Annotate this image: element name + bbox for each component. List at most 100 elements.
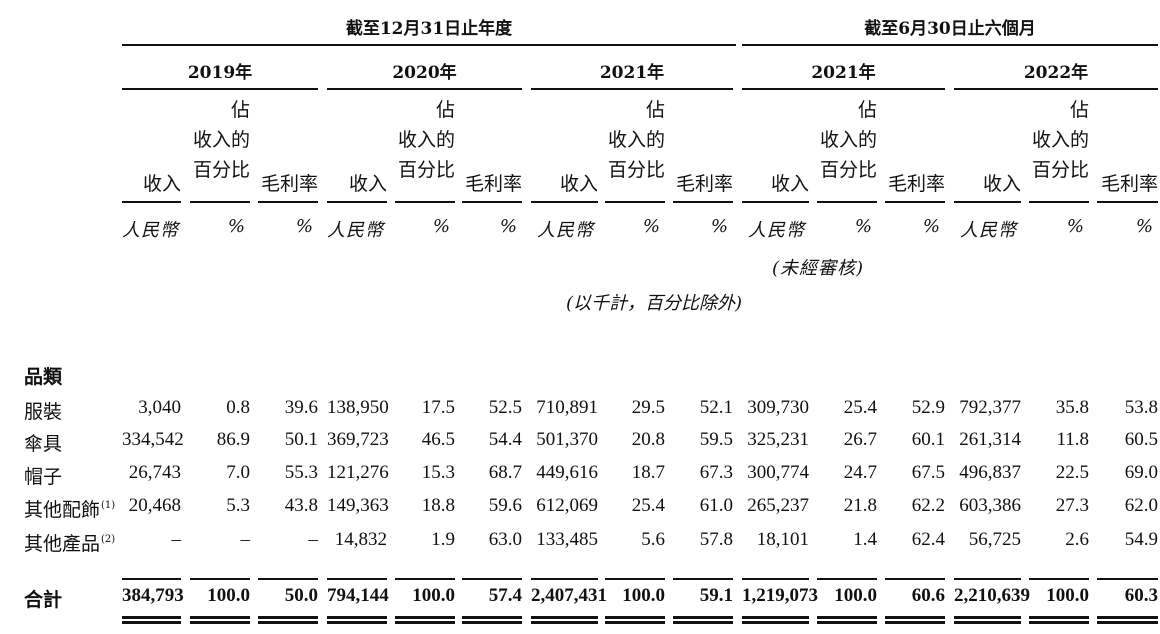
unit-percent: %: [1066, 216, 1085, 237]
table-cell: 334,542: [122, 429, 184, 450]
table-cell: 149,363: [327, 495, 389, 516]
table-cell: 20,468: [128, 495, 181, 516]
group-header-six-months: 截至6月30日止六個月: [864, 19, 1036, 39]
unit-percent: %: [922, 216, 941, 237]
col-header-line: 毛利率: [464, 173, 522, 195]
row-label-text: 其他配飾: [24, 499, 101, 521]
col-header-line: 佔: [435, 99, 455, 121]
table-cell: 20.8: [631, 429, 665, 450]
table-cell: 18,101: [756, 529, 809, 550]
column-rule: [258, 201, 318, 203]
table-cell: 121,276: [327, 462, 389, 483]
total-double-underline: [885, 616, 945, 624]
table-cell: 62.4: [911, 529, 945, 550]
col-header-line: 收入: [770, 173, 809, 195]
col-header-line: 百分比: [607, 159, 665, 181]
table-cell: 603,386: [959, 495, 1021, 516]
table-cell: 26,743: [128, 462, 181, 483]
total-label: 合計: [24, 589, 63, 611]
total-cell: 100.0: [622, 585, 665, 606]
group-rule-six-months: [742, 44, 1158, 46]
row-label-text: 帽子: [24, 466, 63, 488]
table-cell: 300,774: [747, 462, 809, 483]
total-double-underline: [1097, 616, 1158, 624]
table-cell: 15.3: [421, 462, 455, 483]
total-double-underline: [327, 616, 387, 624]
unit-rmb: 人民幣: [327, 220, 384, 241]
col-header-line: 百分比: [192, 159, 250, 181]
total-top-rule: [817, 578, 877, 580]
table-cell: 0.8: [226, 397, 250, 418]
table-cell: 5.3: [226, 495, 250, 516]
total-double-underline: [1029, 616, 1089, 624]
table-cell: 612,069: [536, 495, 598, 516]
table-cell: 25.4: [843, 397, 877, 418]
total-cell: 100.0: [1046, 585, 1089, 606]
table-cell: –: [240, 529, 251, 550]
table-cell: 46.5: [421, 429, 455, 450]
table-cell: 2.6: [1065, 529, 1089, 550]
total-cell: 60.6: [911, 585, 945, 606]
table-cell: 261,314: [959, 429, 1021, 450]
column-rule: [462, 201, 522, 203]
table-cell: 69.0: [1124, 462, 1158, 483]
year-header: 2021年: [599, 63, 665, 83]
col-header-revenue: 收入: [327, 169, 387, 199]
total-top-rule: [190, 578, 250, 580]
table-cell: 67.3: [699, 462, 733, 483]
year-header: 2022年: [1023, 63, 1089, 83]
table-cell: 18.8: [421, 495, 455, 516]
table-cell: 52.9: [911, 397, 945, 418]
total-cell: 60.3: [1124, 585, 1158, 606]
unit-percent: %: [432, 216, 451, 237]
total-top-rule: [258, 578, 318, 580]
col-header-line: 收入的: [819, 129, 877, 151]
total-top-rule: [885, 578, 945, 580]
column-rule: [122, 201, 181, 203]
table-cell: 86.9: [216, 429, 250, 450]
table-cell: 54.4: [488, 429, 522, 450]
col-header-line: 毛利率: [1100, 173, 1158, 195]
table-cell: –: [308, 529, 319, 550]
unit-rmb: 人民幣: [960, 220, 1017, 241]
col-header-line: 佔: [1069, 99, 1089, 121]
total-top-rule: [327, 578, 387, 580]
table-cell: –: [171, 529, 182, 550]
table-cell: 369,723: [327, 429, 389, 450]
row-label: 傘具: [24, 429, 62, 456]
col-header-pct-of-revenue: 佔收入的 百分比: [395, 95, 455, 185]
table-cell: 792,377: [959, 397, 1021, 418]
table-cell: 21.8: [843, 495, 877, 516]
col-header-line: 毛利率: [260, 173, 318, 195]
column-rule: [742, 201, 809, 203]
year-rule: [327, 88, 522, 90]
table-cell: 27.3: [1055, 495, 1089, 516]
column-rule: [395, 201, 455, 203]
row-label: 其他產品(2): [24, 529, 115, 556]
year-header: 2020年: [392, 63, 457, 83]
column-rule: [817, 201, 877, 203]
col-header-line: 收入: [348, 173, 387, 195]
total-double-underline: [258, 616, 318, 624]
column-rule: [605, 201, 665, 203]
table-cell: 133,485: [536, 529, 598, 550]
total-cell: 57.4: [488, 585, 522, 606]
col-header-pct-of-revenue: 佔收入的 百分比: [817, 95, 877, 185]
total-double-underline: [954, 616, 1021, 624]
total-top-rule: [954, 578, 1021, 580]
col-header-line: 毛利率: [887, 173, 945, 195]
col-header-line: 百分比: [819, 159, 877, 181]
year-rule: [742, 88, 945, 90]
table-cell: 39.6: [284, 397, 318, 418]
total-top-rule: [462, 578, 522, 580]
unaudited-note: (未經審核): [772, 258, 865, 279]
col-header-line: 收入的: [607, 129, 665, 151]
col-header-line: 收入的: [397, 129, 455, 151]
total-top-rule: [673, 578, 733, 580]
year-header: 2019年: [187, 63, 253, 83]
total-cell: 100.0: [834, 585, 877, 606]
table-cell: 3,040: [138, 397, 181, 418]
col-header-pct-of-revenue: 佔收入的 百分比: [1029, 95, 1089, 185]
col-header-line: 毛利率: [675, 173, 733, 195]
table-cell: 22.5: [1055, 462, 1089, 483]
